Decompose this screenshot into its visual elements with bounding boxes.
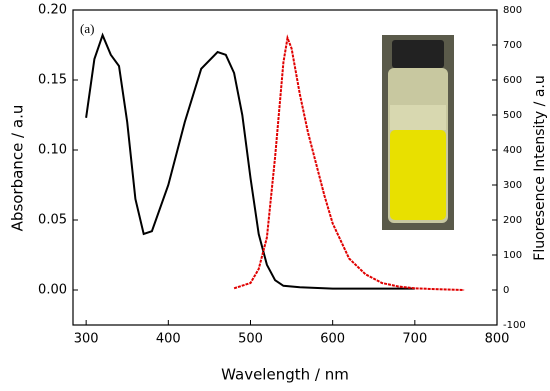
y2-tick-label: -100 — [503, 320, 526, 331]
y-tick-label: 0.20 — [38, 3, 67, 18]
y2-tick-label: 100 — [503, 250, 522, 261]
annotation: (a) — [80, 21, 94, 36]
y2-axis-label: Fluoresence Intensity / a.u — [532, 75, 548, 260]
x-tick-label: 300 — [74, 332, 99, 347]
y2-tick-label: 300 — [503, 180, 522, 191]
x-tick-label: 600 — [320, 332, 345, 347]
y2-tick-label: 0 — [503, 285, 509, 296]
y-tick-label: 0.15 — [38, 73, 67, 88]
y-tick-label: 0.05 — [38, 213, 67, 228]
y2-tick-label: 500 — [503, 110, 522, 121]
y2-tick-label: 200 — [503, 215, 522, 226]
y2-tick-label: 400 — [503, 145, 522, 156]
y2-tick-label: 700 — [503, 40, 522, 51]
y-tick-label: 0.10 — [38, 143, 67, 158]
series-line — [85, 32, 415, 290]
x-tick-label: 700 — [402, 332, 427, 347]
plot-frame — [72, 9, 498, 326]
x-tick-label: 400 — [156, 332, 181, 347]
y-axis-label: Absorbance / a.u — [9, 105, 27, 232]
y-tick-label: 0.00 — [38, 283, 67, 298]
inset-photo — [382, 35, 454, 230]
y2-tick-label: 600 — [503, 75, 522, 86]
x-tick-label: 800 — [485, 332, 510, 347]
x-axis-label: Wavelength / nm — [221, 366, 349, 384]
y2-tick-label: 800 — [503, 5, 522, 16]
x-tick-label: 500 — [238, 332, 263, 347]
